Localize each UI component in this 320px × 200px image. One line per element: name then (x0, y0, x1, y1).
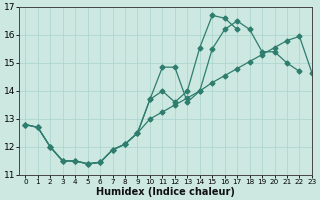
X-axis label: Humidex (Indice chaleur): Humidex (Indice chaleur) (96, 187, 235, 197)
